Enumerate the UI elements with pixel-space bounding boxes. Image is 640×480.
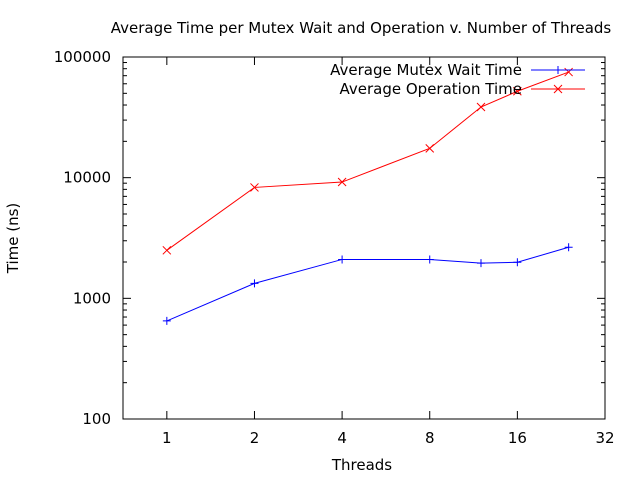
series-mutex-wait — [162, 243, 573, 325]
x-tick-label: 1 — [162, 429, 172, 447]
legend-label-mutex-wait: Average Mutex Wait Time — [330, 61, 522, 79]
data-point-operation — [425, 143, 435, 153]
data-point-mutex-wait — [162, 316, 171, 325]
y-tick-label: 10000 — [63, 169, 111, 187]
legend-marker-operation — [553, 84, 563, 94]
y-tick-label: 100 — [82, 410, 111, 428]
data-point-mutex-wait — [338, 255, 347, 264]
x-tick-label: 8 — [425, 429, 435, 447]
series-line-mutex-wait — [166, 246, 569, 322]
plot-border — [122, 56, 606, 420]
data-point-operation — [250, 183, 259, 192]
x-tick-label: 2 — [250, 429, 260, 447]
legend-marker-mutex-wait — [554, 66, 562, 74]
y-axis-label: Time (ns) — [4, 203, 22, 275]
x-tick-label: 16 — [508, 429, 527, 447]
data-point-operation — [476, 102, 486, 112]
data-point-operation — [337, 177, 347, 187]
data-point-mutex-wait — [513, 258, 522, 267]
chart-title: Average Time per Mutex Wait and Operatio… — [111, 19, 612, 37]
data-point-mutex-wait — [250, 279, 259, 288]
data-point-mutex-wait — [425, 255, 434, 264]
data-point-mutex-wait — [564, 243, 573, 252]
x-tick-label: 32 — [595, 429, 614, 447]
x-axis-label: Threads — [331, 456, 392, 474]
data-point-operation — [162, 245, 172, 255]
series-line-operation — [166, 71, 569, 251]
y-tick-label: 1000 — [73, 289, 111, 307]
legend-label-operation: Average Operation Time — [340, 80, 523, 98]
data-point-mutex-wait — [476, 259, 485, 268]
x-tick-label: 4 — [337, 429, 347, 447]
data-point-operation — [513, 86, 522, 96]
series-operation — [162, 67, 573, 255]
y-tick-label: 100000 — [54, 48, 111, 66]
data-point-operation — [564, 67, 573, 77]
